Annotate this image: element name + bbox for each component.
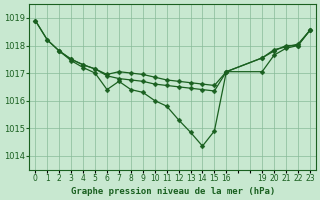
X-axis label: Graphe pression niveau de la mer (hPa): Graphe pression niveau de la mer (hPa) — [70, 187, 275, 196]
